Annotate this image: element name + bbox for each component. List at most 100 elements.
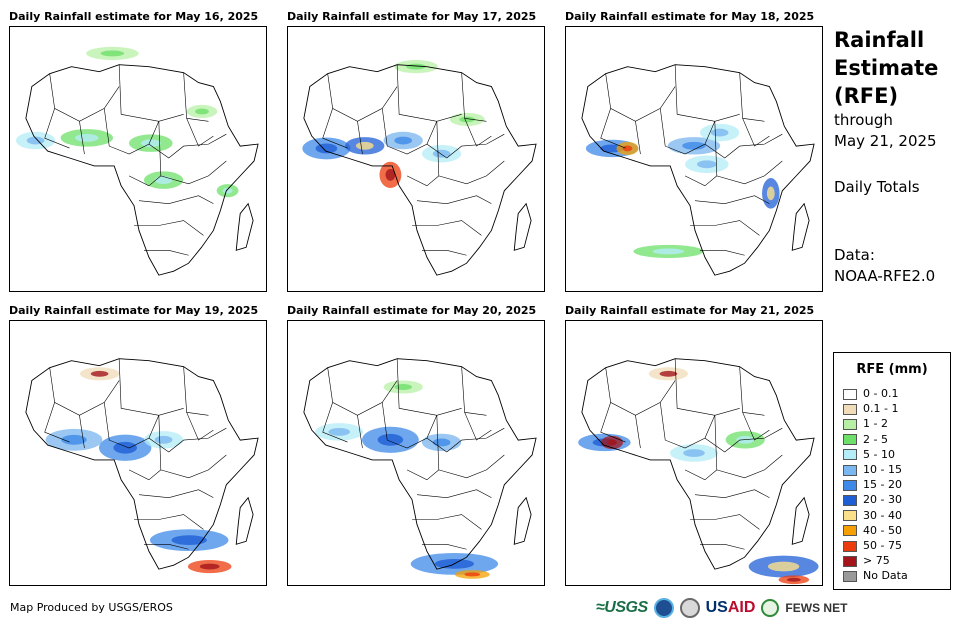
- country-border: [438, 454, 505, 479]
- legend-item: 0 - 0.1: [843, 387, 898, 401]
- legend-item: No Data: [843, 569, 908, 583]
- panel-title: Daily Rainfall estimate for May 18, 2025: [565, 10, 815, 23]
- country-border: [134, 514, 204, 530]
- africa-rainfall-map: [9, 26, 267, 292]
- country-border: [103, 402, 160, 449]
- legend-label: 50 - 75: [863, 539, 902, 552]
- rain-core: [406, 63, 426, 70]
- country-border: [44, 402, 70, 443]
- country-border: [322, 402, 348, 443]
- legend-swatch: [843, 555, 857, 567]
- country-border: [186, 412, 214, 441]
- country-border: [49, 367, 120, 416]
- partner-logos: ≈USGS USAID FEWS NET: [596, 597, 847, 619]
- country-border: [416, 489, 492, 498]
- country-border: [148, 427, 227, 453]
- country-border: [406, 415, 440, 481]
- country-border: [143, 250, 189, 256]
- country-border: [704, 133, 783, 159]
- country-border: [690, 514, 760, 530]
- legend-label: > 75: [863, 554, 890, 568]
- madagascar-outline: [513, 202, 532, 251]
- legend-label: 40 - 50: [863, 523, 902, 537]
- legend-label: No Data: [863, 569, 908, 583]
- country-border: [357, 121, 363, 155]
- legend-swatch: [843, 464, 857, 476]
- country-border: [357, 415, 363, 449]
- country-border: [79, 121, 85, 155]
- country-border: [44, 108, 70, 149]
- panel-title: Daily Rainfall estimate for May 21, 2025: [565, 304, 815, 317]
- usaid-logo-us: US: [705, 599, 728, 616]
- country-border: [183, 366, 209, 416]
- country-border: [396, 64, 462, 122]
- rain-core: [464, 572, 481, 577]
- country-border: [600, 402, 626, 443]
- country-border: [79, 415, 85, 449]
- totals-label: Daily Totals: [834, 178, 920, 196]
- country-border: [128, 415, 162, 481]
- rain-core: [786, 577, 801, 582]
- country-border: [186, 118, 214, 147]
- rain-core: [222, 187, 233, 194]
- legend-swatch: [843, 403, 857, 415]
- through-label: through: [834, 111, 893, 129]
- africa-outline: [303, 64, 537, 276]
- legend-swatch: [843, 434, 857, 446]
- product-title: Rainfall Estimate (RFE): [834, 26, 964, 110]
- country-border: [699, 544, 745, 550]
- country-border: [421, 544, 467, 550]
- country-border: [461, 366, 487, 416]
- legend-swatch: [843, 510, 857, 522]
- legend-label: 1 - 2: [863, 417, 888, 431]
- panel-title: Daily Rainfall estimate for May 20, 2025: [287, 304, 537, 317]
- country-border: [416, 195, 492, 204]
- country-border: [674, 358, 740, 416]
- legend-swatch: [843, 525, 857, 537]
- legend-item: 20 - 30: [843, 493, 902, 507]
- state-dept-seal-logo: [679, 598, 700, 618]
- country-border: [438, 160, 505, 185]
- country-border: [128, 121, 162, 187]
- rain-core: [710, 128, 729, 137]
- noaa-logo: [653, 598, 674, 618]
- panel-title: Daily Rainfall estimate for May 17, 2025: [287, 10, 537, 23]
- legend-item: 0.1 - 1: [843, 402, 898, 416]
- country-border: [138, 195, 214, 204]
- africa-outline: [303, 358, 537, 570]
- madagascar-outline: [235, 202, 254, 251]
- country-border: [160, 160, 227, 185]
- panel-title: Daily Rainfall estimate for May 19, 2025: [9, 304, 259, 317]
- legend-label: 2 - 5: [863, 432, 888, 446]
- panel-title: Daily Rainfall estimate for May 16, 2025: [9, 10, 259, 23]
- globe-icon: [761, 599, 780, 617]
- country-border: [659, 402, 716, 449]
- madagascar-outline: [791, 202, 810, 251]
- legend-label: 0 - 0.1: [863, 387, 899, 400]
- legend-label: 10 - 15: [863, 463, 902, 476]
- rain-core: [394, 384, 413, 390]
- legend-label: 5 - 10: [863, 447, 895, 461]
- country-border: [412, 514, 482, 530]
- country-border: [690, 220, 760, 236]
- africa-rainfall-map: [287, 26, 545, 292]
- rain-core: [683, 449, 705, 457]
- country-border: [160, 454, 227, 479]
- legend-item: 2 - 5: [843, 433, 888, 447]
- usaid-logo: USAID: [706, 599, 756, 617]
- rain-core: [90, 370, 109, 377]
- madagascar-outline: [791, 496, 810, 545]
- legend-label: 20 - 30: [863, 493, 902, 507]
- madagascar-outline: [513, 496, 532, 545]
- rain-core: [377, 433, 404, 446]
- rain-core: [394, 136, 413, 145]
- legend-swatch: [843, 540, 857, 552]
- legend-swatch: [843, 418, 857, 430]
- usaid-logo-aid: AID: [727, 599, 756, 616]
- country-border: [684, 415, 718, 481]
- legend-swatch: [843, 388, 857, 400]
- country-border: [134, 220, 204, 236]
- madagascar-outline: [235, 496, 254, 545]
- country-border: [659, 108, 716, 155]
- country-border: [381, 402, 438, 449]
